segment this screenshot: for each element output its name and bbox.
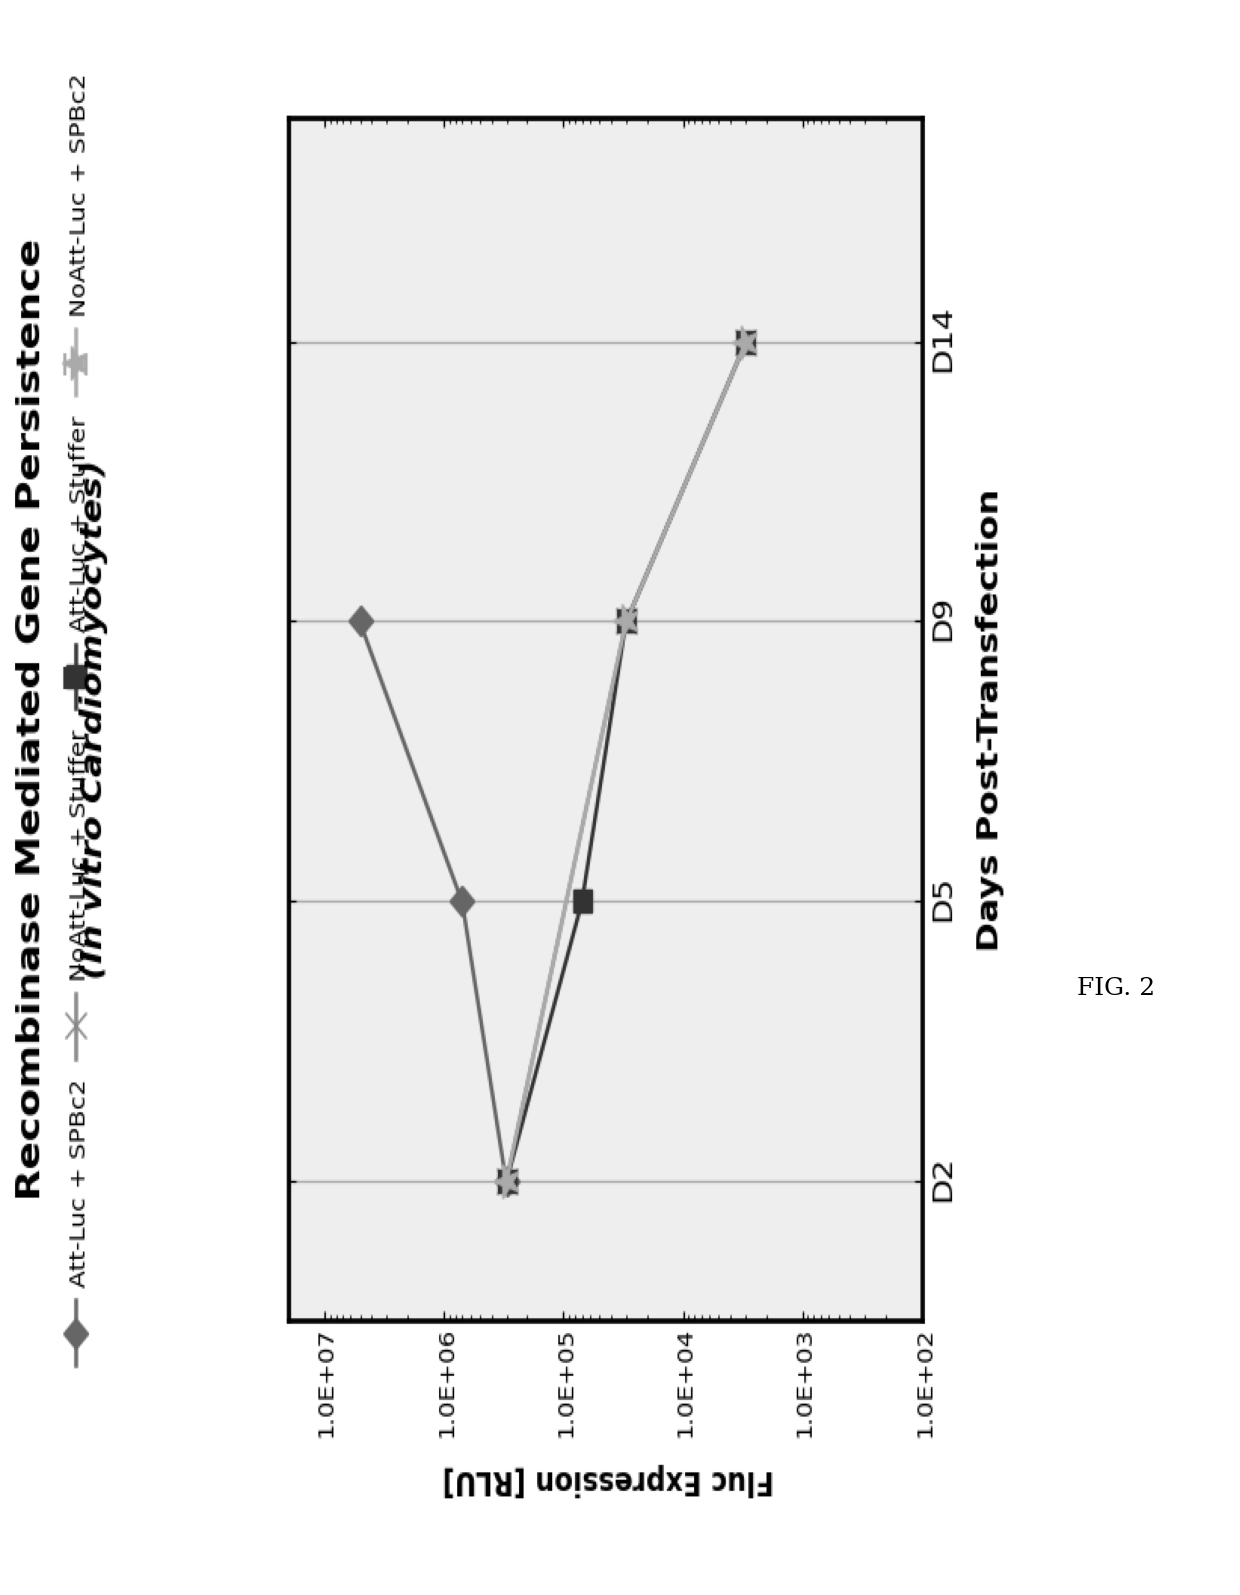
Text: FIG. 2: FIG. 2 — [1076, 978, 1156, 1000]
